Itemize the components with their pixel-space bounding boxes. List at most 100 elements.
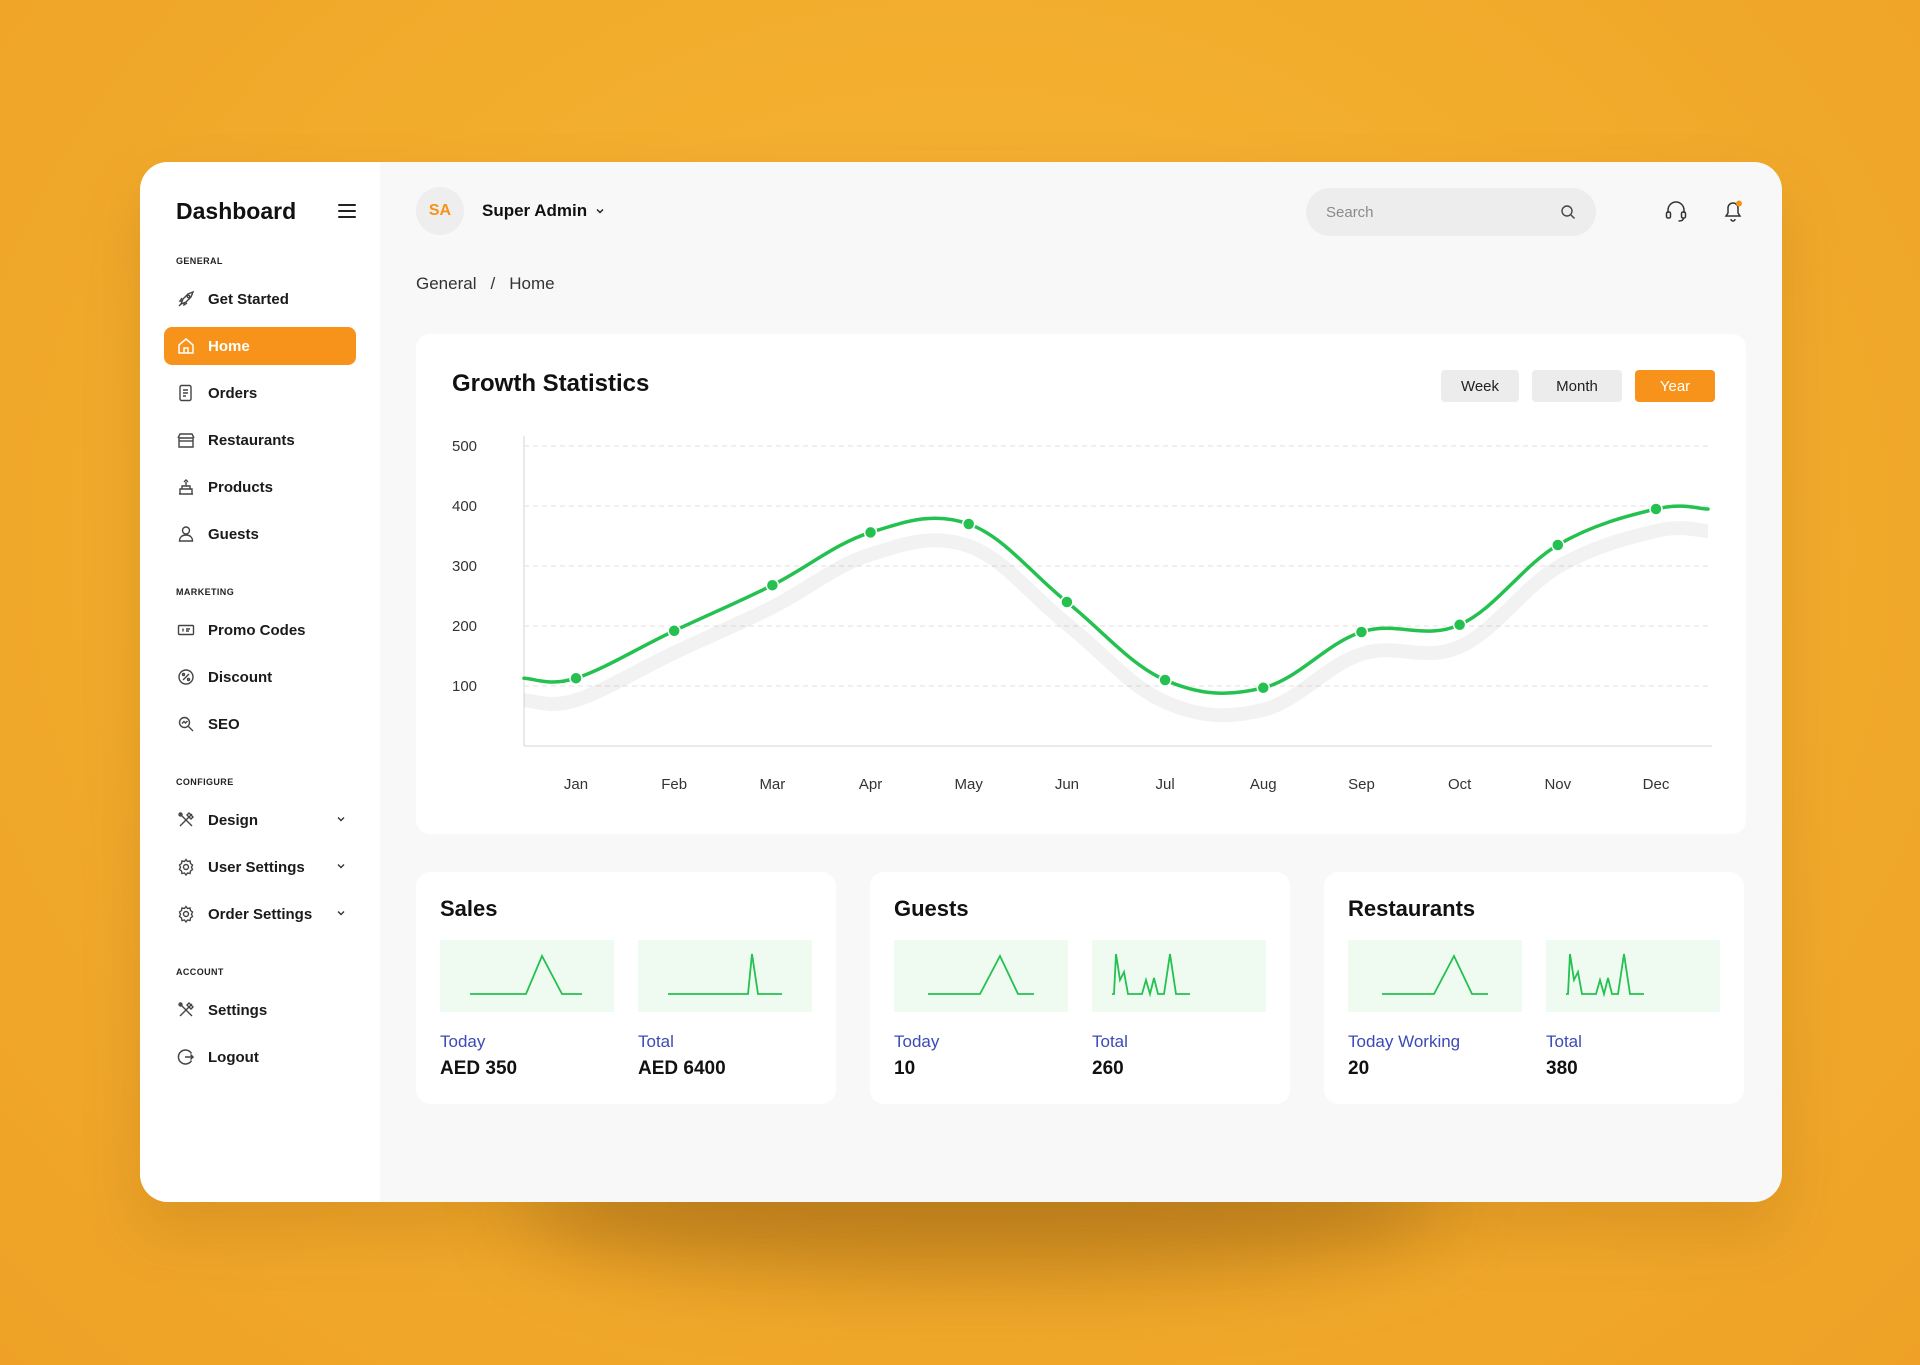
y-tick-label: 100: [452, 678, 477, 695]
sidebar-item-label: Promo Codes: [208, 621, 306, 639]
section-label-marketing: MARKETING: [176, 587, 235, 597]
data-point: [1649, 502, 1663, 516]
x-tick-label: Feb: [661, 776, 687, 793]
sidebar-item-user-settings[interactable]: User Settings: [164, 848, 356, 886]
series-line: [522, 504, 1710, 695]
period-week-button[interactable]: Week: [1441, 370, 1519, 402]
menu-toggle-icon[interactable]: [338, 204, 356, 218]
home-icon: [176, 336, 196, 356]
x-tick-label: Jun: [1055, 776, 1079, 793]
sidebar-item-get-started[interactable]: Get Started: [164, 280, 356, 318]
sidebar-item-label: Discount: [208, 668, 273, 686]
sidebar-item-seo[interactable]: SEO: [164, 705, 356, 743]
sidebar-item-design[interactable]: Design: [164, 801, 356, 839]
ticket-icon: [176, 620, 196, 640]
headset-icon[interactable]: [1663, 198, 1689, 224]
chevron-down-icon: [337, 911, 345, 916]
search-input[interactable]: [1326, 203, 1560, 221]
breadcrumb-current: Home: [509, 274, 555, 293]
sidebar-item-promo-codes[interactable]: Promo Codes: [164, 611, 356, 649]
data-point: [961, 517, 976, 531]
total-value: 260: [1092, 1058, 1124, 1079]
gear-icon: [176, 904, 196, 924]
sidebar-item-label: Design: [208, 811, 259, 829]
data-point: [1354, 625, 1369, 639]
section-label-configure: CONFIGURE: [176, 777, 234, 787]
app-window: Dashboard GENERAL Get Started Home Order…: [140, 162, 1782, 1202]
sidebar-item-label: Get Started: [208, 290, 289, 308]
user-name: Super Admin: [482, 201, 588, 220]
chevron-down-icon: [337, 817, 345, 822]
period-month-button[interactable]: Month: [1532, 370, 1622, 402]
chevron-down-icon: [337, 864, 345, 869]
seo-icon: [176, 714, 196, 734]
gear-icon: [176, 857, 196, 877]
sidebar-item-guests[interactable]: Guests: [164, 515, 356, 553]
sparkline-total: [638, 940, 812, 1012]
sidebar-item-settings[interactable]: Settings: [164, 991, 356, 1029]
orders-icon: [176, 383, 196, 403]
logout-icon: [176, 1047, 196, 1067]
chart-title: Growth Statistics: [452, 370, 650, 397]
store-icon: [176, 430, 196, 450]
y-tick-label: 200: [452, 618, 477, 635]
sales-card: Sales Today AED 350 Total AED 6400: [416, 872, 836, 1104]
card-title: Restaurants: [1348, 896, 1476, 921]
sidebar-item-label: Order Settings: [208, 905, 313, 923]
x-tick-label: Aug: [1250, 776, 1277, 793]
rocket-icon: [176, 289, 196, 309]
breadcrumb-parent[interactable]: General: [416, 274, 477, 293]
search-icon[interactable]: [1560, 204, 1576, 220]
breadcrumb: General / Home: [416, 274, 555, 294]
today-value: 20: [1348, 1058, 1370, 1079]
sidebar-item-home[interactable]: Home: [164, 327, 356, 365]
total-label: Total: [1092, 1032, 1128, 1051]
y-tick-label: 300: [452, 558, 477, 575]
sidebar-item-label: Guests: [208, 525, 259, 543]
sidebar-item-label: Orders: [208, 384, 258, 402]
bell-icon[interactable]: [1720, 198, 1746, 224]
sidebar-item-order-settings[interactable]: Order Settings: [164, 895, 356, 933]
x-tick-label: Nov: [1544, 776, 1571, 793]
sidebar-item-logout[interactable]: Logout: [164, 1038, 356, 1076]
search-box: [1306, 188, 1596, 236]
sparkline-today: [894, 940, 1068, 1012]
series-line-shadow: [523, 521, 1709, 723]
data-point: [863, 525, 878, 540]
sidebar: Dashboard GENERAL Get Started Home Order…: [140, 162, 380, 1202]
sidebar-item-restaurants[interactable]: Restaurants: [164, 421, 356, 459]
period-year-button[interactable]: Year: [1635, 370, 1715, 402]
sidebar-item-products[interactable]: Products: [164, 468, 356, 506]
x-tick-label: Sep: [1348, 776, 1375, 793]
data-point: [765, 578, 780, 592]
today-value: 10: [894, 1058, 916, 1079]
y-tick-label: 500: [452, 438, 477, 455]
section-label-account: ACCOUNT: [176, 967, 224, 977]
sparkline-total: [1092, 940, 1266, 1012]
x-tick-label: Jul: [1155, 776, 1174, 793]
user-menu[interactable]: Super Admin: [482, 201, 605, 221]
y-tick-label: 400: [452, 498, 477, 515]
data-point: [569, 671, 583, 685]
sparkline-total: [1546, 940, 1720, 1012]
sidebar-item-label: SEO: [208, 715, 240, 733]
x-tick-label: Dec: [1643, 776, 1670, 793]
total-value: AED 6400: [638, 1058, 726, 1079]
x-tick-label: Jan: [564, 776, 588, 793]
data-point: [1158, 673, 1172, 687]
sidebar-item-discount[interactable]: Discount: [164, 658, 356, 696]
app-title: Dashboard: [176, 197, 297, 224]
growth-statistics-card: Growth Statistics Week Month Year 100 200…: [416, 334, 1746, 834]
restaurants-card: Restaurants Today Working 20 Total 380: [1324, 872, 1744, 1104]
sidebar-item-orders[interactable]: Orders: [164, 374, 356, 412]
card-title: Guests: [894, 896, 969, 921]
avatar[interactable]: SA: [416, 187, 464, 235]
x-tick-label: Apr: [859, 776, 882, 793]
top-bar: SA Super Admin: [416, 186, 1746, 236]
total-label: Total: [1546, 1032, 1582, 1051]
data-point: [1551, 538, 1565, 552]
sidebar-header: Dashboard: [140, 196, 380, 226]
today-label: Today: [440, 1032, 486, 1051]
today-label: Today Working: [1348, 1032, 1461, 1051]
user-icon: [176, 524, 196, 544]
